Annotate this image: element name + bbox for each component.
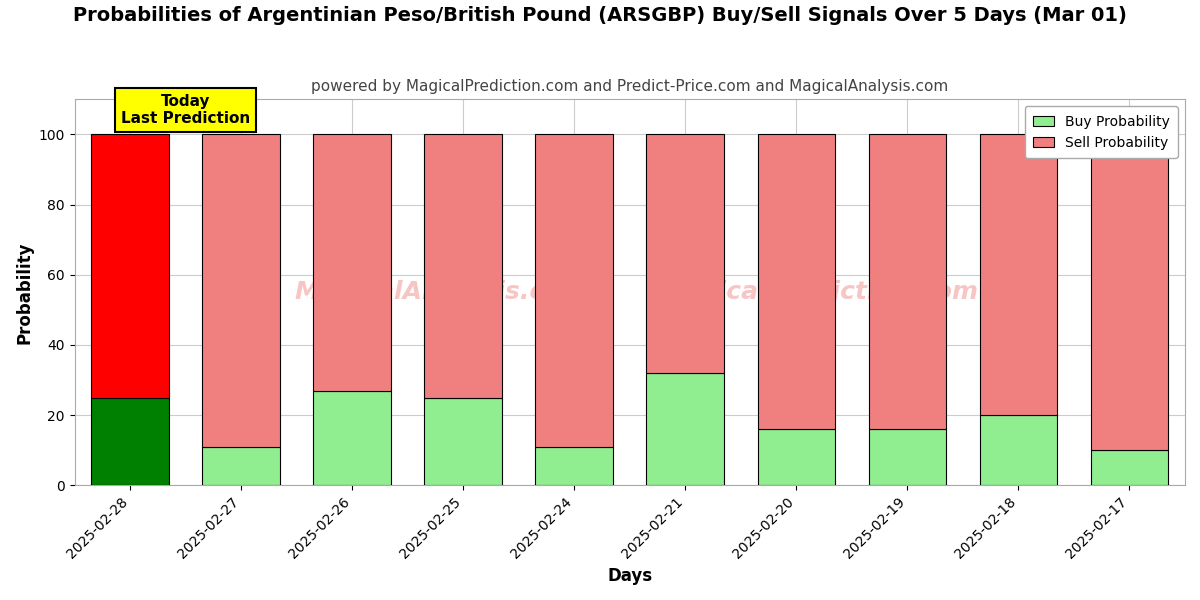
- Text: MagicalPrediction.com: MagicalPrediction.com: [659, 280, 978, 304]
- Legend: Buy Probability, Sell Probability: Buy Probability, Sell Probability: [1025, 106, 1178, 158]
- Text: MagicalAnalysis.com: MagicalAnalysis.com: [294, 280, 588, 304]
- Bar: [757, 429, 835, 485]
- Bar: [203, 446, 280, 485]
- Bar: [313, 391, 391, 485]
- Bar: [313, 134, 391, 391]
- X-axis label: Days: Days: [607, 567, 653, 585]
- Bar: [979, 415, 1057, 485]
- Bar: [203, 134, 280, 446]
- Bar: [1091, 134, 1169, 450]
- Bar: [535, 446, 613, 485]
- Bar: [425, 134, 502, 398]
- Bar: [91, 398, 169, 485]
- Title: powered by MagicalPrediction.com and Predict-Price.com and MagicalAnalysis.com: powered by MagicalPrediction.com and Pre…: [311, 79, 948, 94]
- Text: Today
Last Prediction: Today Last Prediction: [121, 94, 251, 126]
- Bar: [647, 134, 725, 373]
- Bar: [869, 429, 947, 485]
- Y-axis label: Probability: Probability: [16, 241, 34, 344]
- Bar: [757, 134, 835, 429]
- Bar: [869, 134, 947, 429]
- Bar: [425, 398, 502, 485]
- Bar: [1091, 450, 1169, 485]
- Bar: [91, 134, 169, 398]
- Text: Probabilities of Argentinian Peso/British Pound (ARSGBP) Buy/Sell Signals Over 5: Probabilities of Argentinian Peso/Britis…: [73, 6, 1127, 25]
- Bar: [979, 134, 1057, 415]
- Bar: [647, 373, 725, 485]
- Bar: [535, 134, 613, 446]
